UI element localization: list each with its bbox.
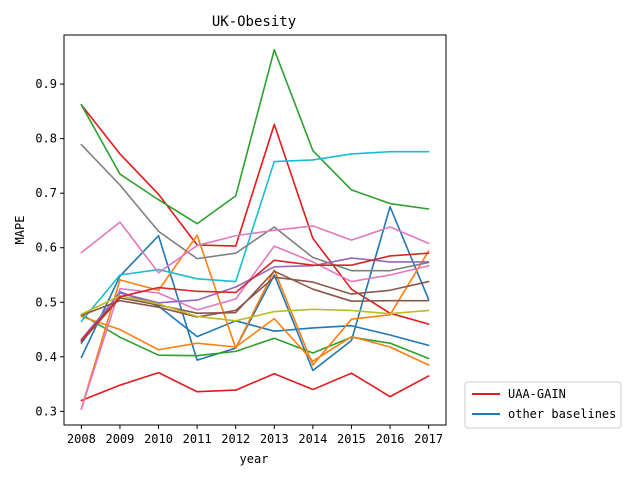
x-tick-label-5: 2013	[260, 432, 289, 446]
chart-title: UK-Obesity	[212, 14, 296, 30]
series-line-4	[80, 48, 430, 225]
y-tick-label-2: 0.5	[35, 295, 57, 309]
series-line-2	[80, 206, 430, 372]
x-tick-label-3: 2011	[183, 432, 212, 446]
series-line-9	[80, 143, 430, 272]
y-axis-title: MAPE	[13, 216, 27, 245]
series-line-7	[80, 315, 430, 366]
y-tick-label-5: 0.8	[35, 132, 57, 146]
y-tick-label-1: 0.4	[35, 350, 57, 364]
x-tick-label-7: 2015	[337, 432, 366, 446]
series-line-11	[80, 245, 430, 410]
series-line-5	[80, 313, 430, 360]
legend: UAA-GAIN other baselines	[464, 381, 622, 429]
series-line-13	[80, 270, 430, 343]
y-tick-label-0: 0.3	[35, 404, 57, 418]
series-line-8	[80, 150, 430, 323]
x-tick-label-4: 2012	[221, 432, 250, 446]
series-layer	[80, 48, 430, 410]
x-tick-label-6: 2014	[298, 432, 327, 446]
series-line-6	[80, 234, 430, 410]
x-tick-label-9: 2017	[414, 432, 443, 446]
x-axis: 2008 2009 2010 2011 2012 2013 2014 2015 2016 2017	[67, 425, 443, 446]
series-line-15	[80, 294, 430, 322]
x-axis-title: year	[240, 452, 269, 466]
series-line-3	[80, 291, 430, 347]
series-line-0	[80, 371, 430, 402]
series-line-10	[80, 221, 430, 274]
legend-frame	[464, 381, 622, 429]
x-tick-label-2: 2010	[144, 432, 173, 446]
x-tick-label-0: 2008	[67, 432, 96, 446]
series-line-14	[80, 276, 430, 318]
legend-label-other-baselines: other baselines	[508, 407, 616, 421]
y-tick-label-4: 0.7	[35, 186, 57, 200]
y-axis: 0.3 0.4 0.5 0.6 0.7 0.8 0.9	[35, 77, 64, 418]
plot-frame	[63, 34, 447, 426]
y-tick-label-3: 0.6	[35, 241, 57, 255]
x-tick-label-8: 2016	[376, 432, 405, 446]
x-tick-label-1: 2009	[105, 432, 134, 446]
y-tick-label-6: 0.9	[35, 77, 57, 91]
legend-label-uaa-gain: UAA-GAIN	[508, 387, 566, 401]
series-line-16	[80, 252, 430, 342]
